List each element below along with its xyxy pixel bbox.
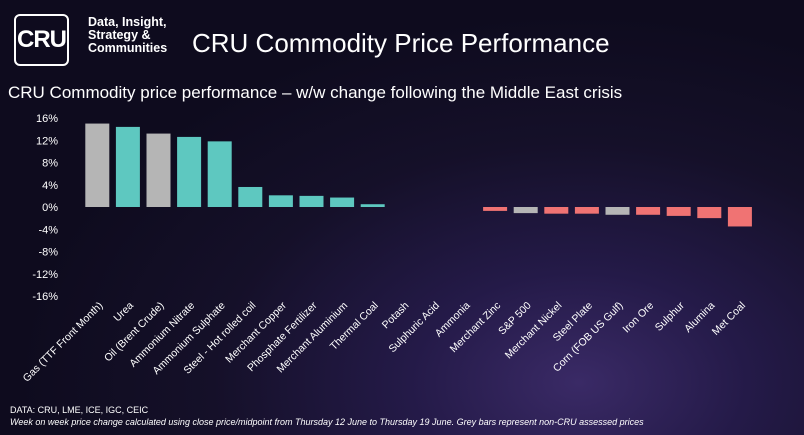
category-label: Iron Ore	[621, 300, 657, 336]
y-tick-label: -16%	[32, 291, 58, 303]
bar	[330, 197, 355, 207]
bar	[544, 207, 569, 214]
y-tick-label: 4%	[42, 180, 58, 192]
bar	[483, 207, 508, 211]
category-label: Gas (TTF Front Month)	[21, 300, 106, 385]
bar	[605, 207, 630, 215]
y-tick-label: -4%	[38, 224, 58, 236]
bar	[146, 133, 171, 207]
bar	[513, 207, 538, 214]
y-tick-label: 0%	[42, 202, 58, 214]
cru-logo: CRU	[14, 14, 69, 66]
bar	[666, 207, 691, 216]
tagline: Data, Insight, Strategy & Communities	[88, 15, 168, 55]
logo-text: CRU	[17, 26, 67, 53]
footnote: Week on week price change calculated usi…	[10, 417, 644, 427]
bar	[177, 136, 202, 207]
y-tick-label: -12%	[32, 269, 58, 281]
page-title: CRU Commodity Price Performance	[192, 28, 610, 58]
bar	[115, 126, 140, 207]
bar	[636, 207, 661, 215]
y-tick-label: 8%	[42, 158, 58, 170]
bar	[574, 207, 599, 214]
chart-title: CRU Commodity price performance – w/w ch…	[8, 83, 623, 102]
bar	[85, 123, 110, 207]
bar	[360, 204, 385, 207]
bar	[299, 195, 324, 207]
category-label: Urea	[111, 300, 136, 325]
bar	[727, 207, 752, 227]
bar	[697, 207, 722, 219]
category-label: Sulphur	[653, 299, 687, 333]
bar	[238, 186, 263, 207]
category-label: Met Coal	[710, 300, 748, 338]
y-tick-label: 12%	[36, 135, 58, 147]
y-tick-label: 16%	[36, 113, 58, 125]
bar-chart: 16% 12% 8% 4% 0% -4% -8% -12% -16%Gas (TTF Front…	[21, 113, 752, 385]
data-source: DATA: CRU, LME, ICE, IGC, CEIC	[10, 405, 149, 415]
bar	[207, 141, 232, 207]
bar	[268, 195, 293, 207]
y-tick-label: -8%	[38, 247, 58, 259]
